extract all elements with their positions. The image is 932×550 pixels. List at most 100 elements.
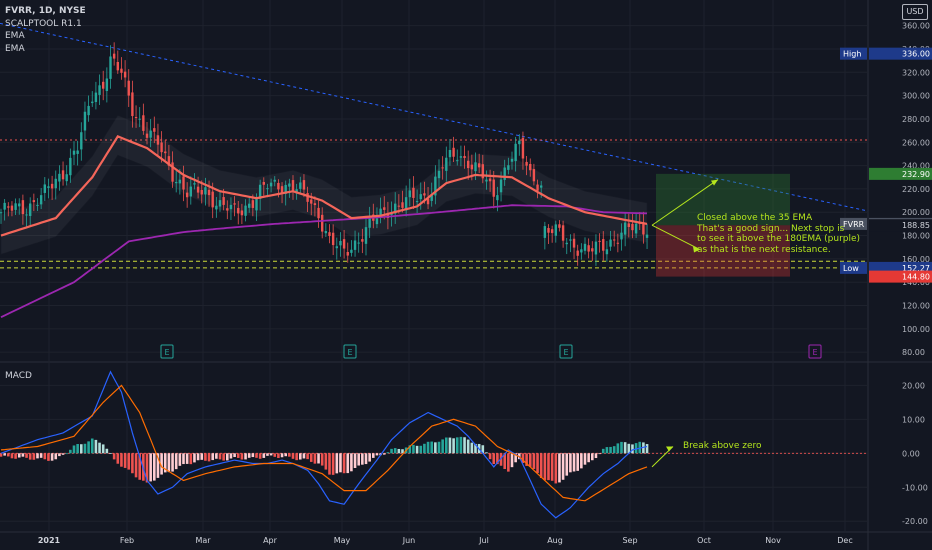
price-tick-label: 240.00	[902, 162, 930, 171]
candle-body	[47, 186, 50, 188]
histogram-bar	[211, 453, 214, 461]
histogram-bar	[36, 453, 39, 459]
candle-body	[0, 212, 3, 214]
candle-body	[244, 205, 247, 216]
candle-body	[251, 200, 255, 208]
candle-body	[160, 142, 163, 153]
current-price-label-value: 188.85	[902, 221, 930, 230]
candle-body	[550, 229, 554, 234]
annotation-note: Closed above the 35 EMA That's a good si…	[697, 213, 860, 255]
histogram-bar	[222, 453, 225, 461]
candle-body	[339, 241, 342, 246]
low-label-value: 152.27	[902, 264, 930, 273]
histogram-bar	[528, 453, 532, 467]
histogram-bar	[437, 441, 441, 454]
histogram-bar	[539, 453, 543, 479]
candle-body	[266, 188, 269, 190]
histogram-bar	[39, 453, 43, 458]
candle-body	[576, 250, 579, 256]
histogram-bar	[470, 442, 474, 454]
indicator-ema-slow[interactable]: EMA	[5, 43, 25, 54]
currency-button[interactable]: USD	[902, 4, 928, 20]
histogram-bar	[200, 453, 204, 460]
histogram-bar	[335, 453, 339, 474]
histogram-bar	[215, 453, 218, 459]
candle-body	[262, 182, 265, 185]
histogram-bar	[547, 453, 550, 481]
macd-pane-label[interactable]: MACD	[5, 371, 32, 381]
candle-body	[222, 197, 225, 205]
candle-body	[477, 163, 481, 168]
candle-body	[258, 184, 262, 199]
price-tick-label: 360.00	[902, 22, 930, 31]
x-tick-label: Jun	[402, 536, 416, 545]
x-tick-label: Sep	[622, 536, 637, 545]
candle-body	[368, 217, 371, 228]
histogram-bar	[138, 453, 141, 480]
histogram-bar	[591, 453, 594, 461]
histogram-bar	[21, 453, 25, 457]
histogram-bar	[54, 453, 58, 460]
ema-35-line	[0, 135, 648, 237]
candle-body	[273, 179, 276, 182]
histogram-bar	[507, 453, 510, 472]
histogram-bar	[251, 453, 255, 458]
candle-body	[441, 167, 444, 169]
histogram-bar	[244, 453, 247, 460]
x-tick-label: Dec	[837, 536, 852, 545]
histogram-bar	[7, 453, 10, 457]
histogram-bar	[386, 452, 390, 454]
candle-body	[401, 202, 404, 208]
candle-body	[229, 204, 233, 210]
current-price-label-bg	[869, 219, 932, 232]
candle-body	[631, 223, 634, 231]
annotation-line: Closed above the 35 EMA	[697, 213, 813, 223]
symbol-title[interactable]: FVRR, 1D, NYSE	[5, 6, 86, 16]
candle-body	[467, 160, 470, 169]
histogram-bar	[481, 445, 485, 454]
histogram-bar	[50, 453, 54, 461]
histogram-bar	[153, 453, 156, 481]
low-label-tag-text: Low	[843, 264, 859, 273]
candle-body	[142, 115, 145, 131]
indicator-scalptool[interactable]: SCALPTOOL R1.1	[5, 18, 82, 29]
histogram-bar	[372, 453, 375, 458]
x-tick-label: May	[334, 536, 351, 545]
histogram-bar	[309, 453, 313, 462]
candle-body	[496, 195, 499, 201]
candle-body	[102, 81, 105, 89]
histogram-bar	[448, 437, 452, 454]
candle-body	[565, 242, 568, 245]
histogram-bar	[368, 453, 371, 462]
histogram-bar	[240, 453, 244, 460]
candle-body	[623, 222, 627, 235]
histogram-bar	[466, 439, 470, 454]
indicator-ema-fast[interactable]: EMA	[5, 31, 25, 41]
target-arrow	[651, 179, 719, 226]
candle-body	[200, 189, 203, 195]
candle-body	[54, 178, 57, 189]
histogram-bar	[193, 453, 196, 463]
price-tick-label: 80.00	[902, 348, 925, 357]
candle-body	[353, 240, 357, 250]
candle-body	[499, 179, 503, 193]
histogram-bar	[616, 443, 620, 454]
candle-body	[591, 248, 594, 252]
histogram-bar	[627, 443, 631, 454]
histogram-bar	[14, 453, 17, 459]
candle-body	[616, 242, 620, 244]
macd-tick-label: 0.00	[902, 449, 920, 458]
candle-body	[331, 232, 335, 246]
stop-arrow	[651, 224, 701, 250]
histogram-bar	[10, 453, 14, 459]
candle-body	[419, 194, 422, 200]
candle-body	[91, 101, 94, 104]
candle-body	[361, 239, 364, 242]
histogram-bar	[295, 453, 298, 461]
price-tick-label: 220.00	[902, 185, 930, 194]
candle-body	[116, 61, 119, 71]
histogram-bar	[638, 441, 642, 454]
candle-body	[164, 151, 167, 154]
histogram-bar	[80, 444, 83, 454]
